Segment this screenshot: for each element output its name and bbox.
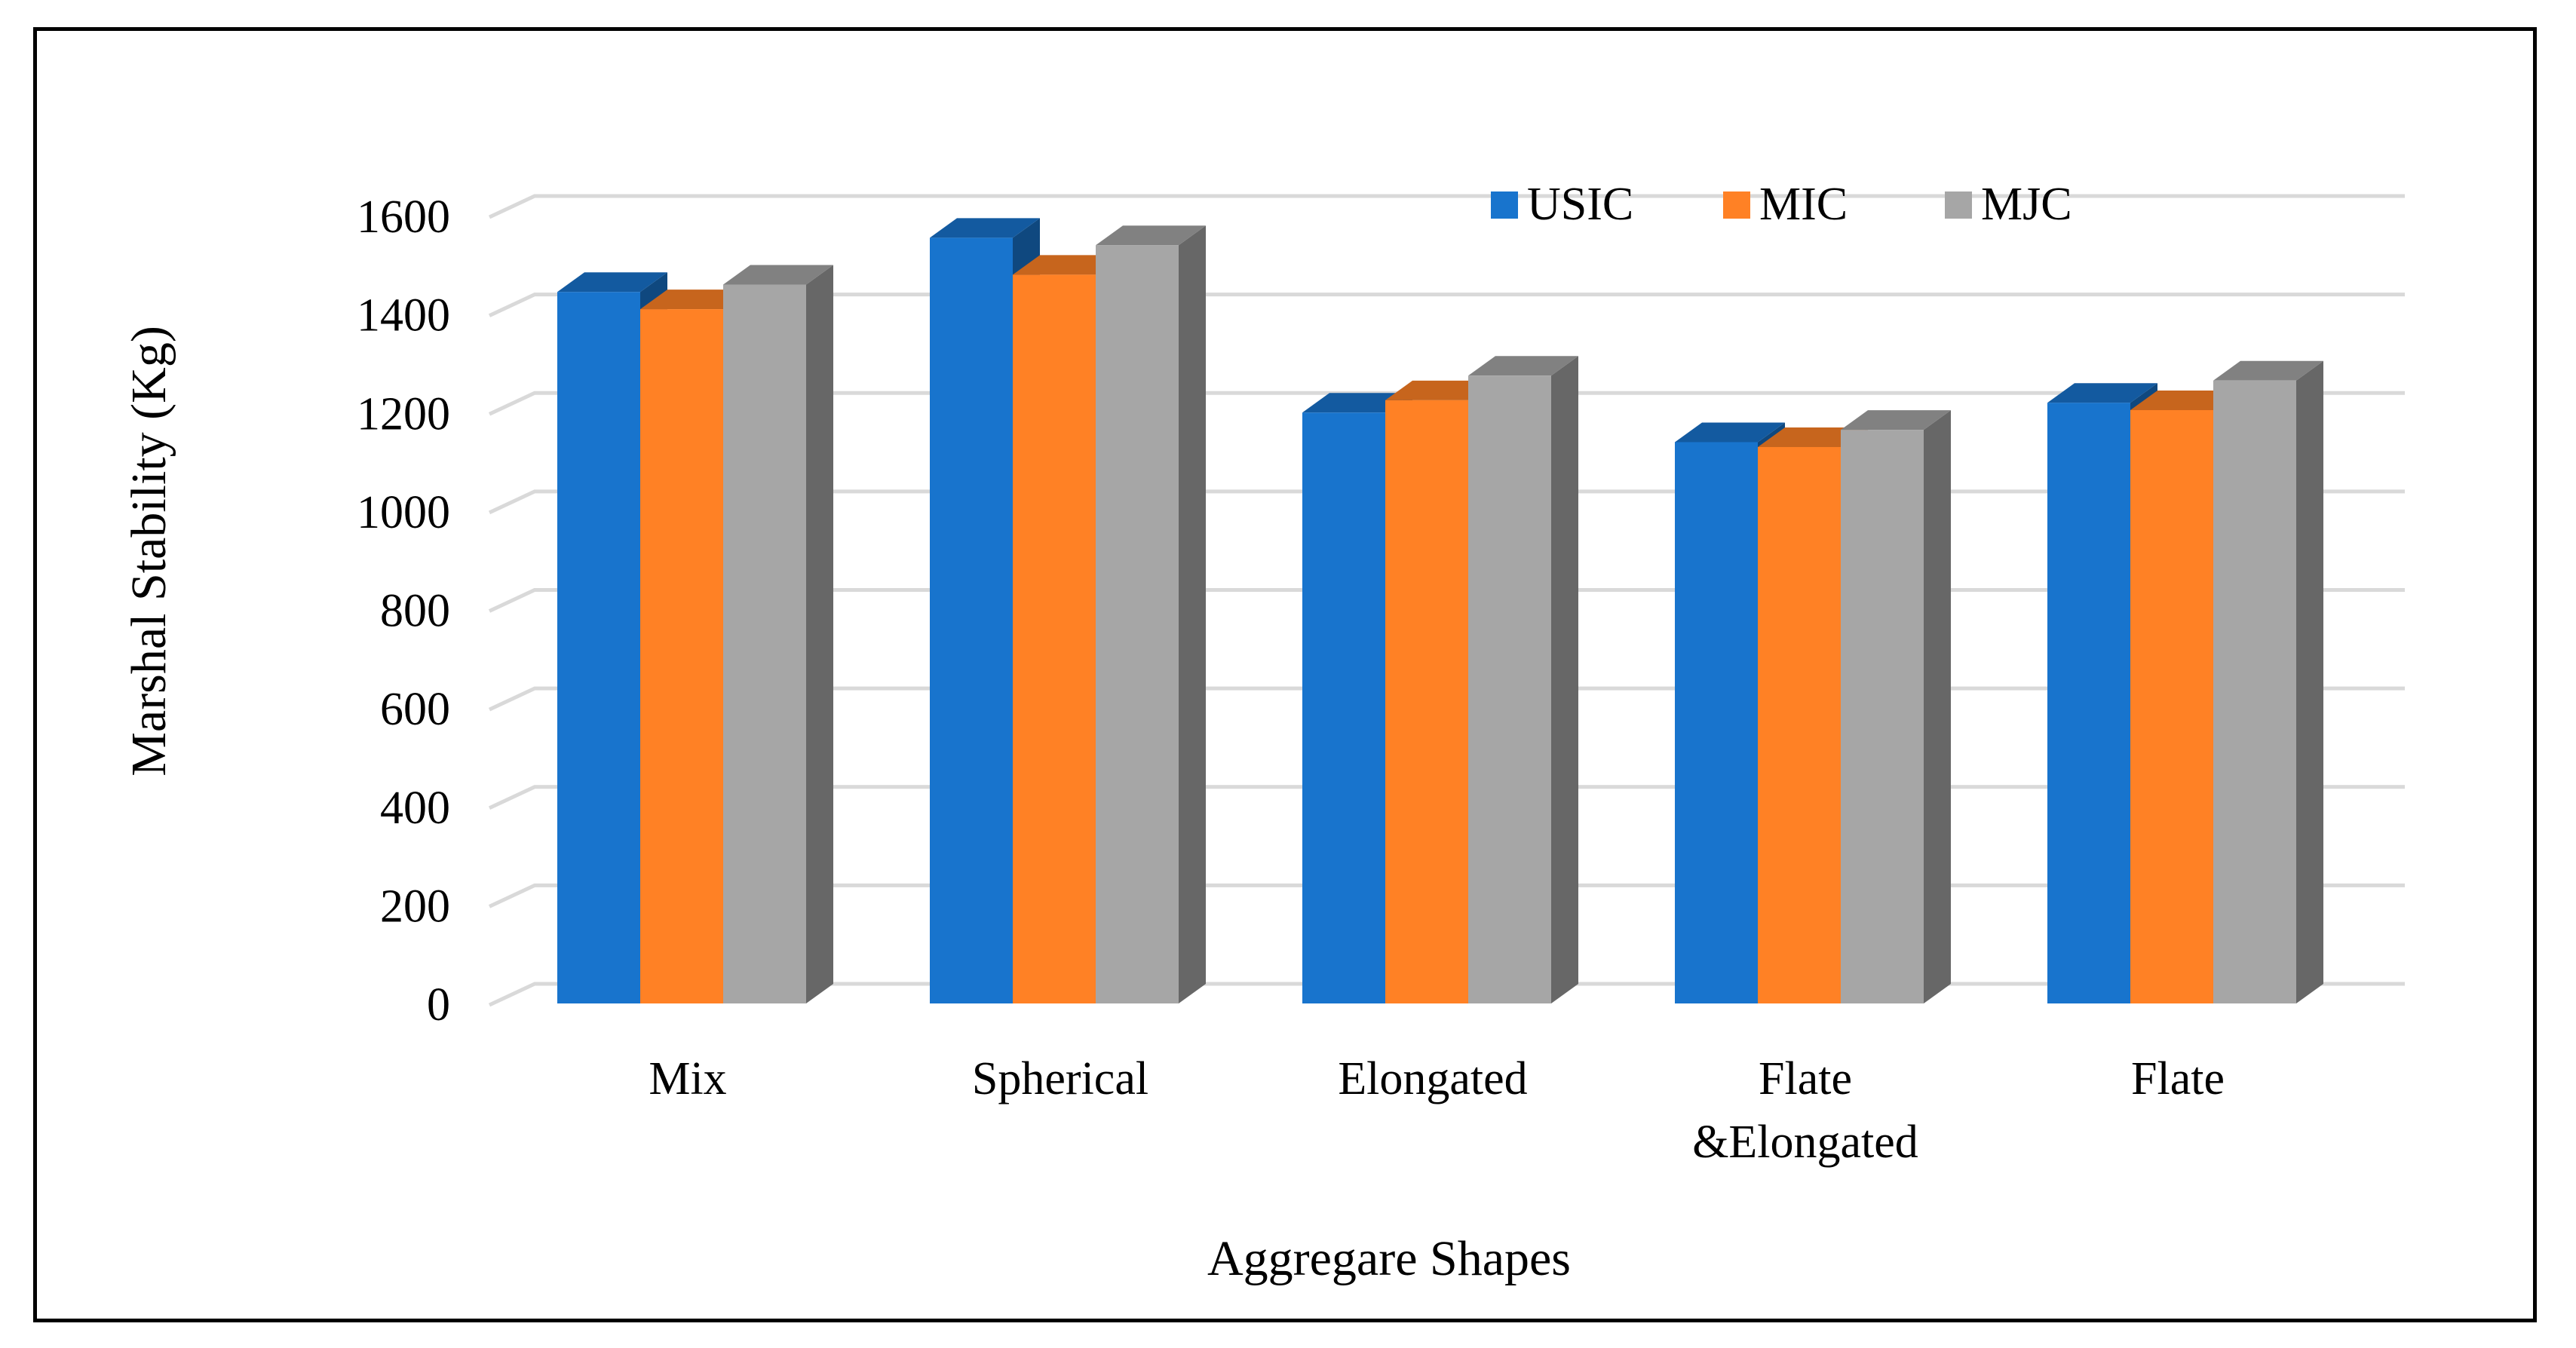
bar-top [930,218,1040,238]
bar-front [1302,412,1385,1003]
legend-label: USIC [1527,179,1633,230]
x-axis-ticks: Mix Spherical Elongated Flate&Elongated Flat… [649,1053,2225,1168]
legend: USIC MIC MJC [1491,179,2072,230]
bar-mjc [2213,360,2323,1003]
y-tick-label: 0 [427,979,450,1031]
legend-item-usic: USIC [1491,179,1633,230]
bar-top [1302,393,1412,413]
bar-front [1013,274,1096,1003]
x-tick-label: Mix [649,1053,726,1104]
bar-front [557,292,640,1003]
bar-front [1675,442,1758,1003]
bar-side [1924,410,1951,1003]
bar-front [930,237,1013,1003]
y-tick-label: 1400 [357,290,450,342]
x-tick-label: Flate [1759,1053,1852,1104]
bar-top [1468,356,1578,376]
gridline [488,391,2405,416]
y-tick-label: 600 [380,684,450,735]
bar-top [2213,360,2323,381]
bar-front [640,309,723,1003]
y-axis-ticks: 0 200 400 600 800 1000 1200 1400 1600 [357,191,450,1031]
bar-top [1758,427,1868,447]
bar-side [1179,225,1206,1003]
bar-chart: 0 200 400 600 800 1000 1200 1400 1600 Mix Spheric… [121,179,2405,1286]
gridline [488,194,2405,219]
legend-label: MJC [1981,179,2072,230]
bars-layer [557,218,2323,1003]
x-tick-label: Spherical [972,1053,1148,1104]
bar-mjc [1468,356,1578,1003]
y-tick-label: 1000 [357,487,450,538]
bar-front [2130,409,2213,1003]
bar-front [1385,400,1468,1003]
bar-top [1675,422,1785,443]
legend-item-mjc: MJC [1945,179,2072,230]
y-tick-label: 200 [380,881,450,932]
grid-layer [488,194,2405,1007]
bar-front [2047,403,2130,1003]
bar-side [1551,356,1578,1003]
bar-top [1013,255,1123,275]
bar-front [1096,245,1179,1003]
legend-swatch [1945,191,1972,219]
x-axis-label: Aggregare Shapes [1207,1231,1571,1286]
gridline [488,293,2405,317]
legend-item-mic: MIC [1723,179,1848,230]
bar-mjc [1096,225,1206,1003]
bar-front [723,284,806,1003]
y-axis-label: Marshal Stability (Kg) [121,326,176,777]
bar-top [2047,383,2157,403]
y-tick-label: 1200 [357,388,450,440]
y-tick-label: 1600 [357,191,450,243]
bar-front [1841,430,1924,1003]
bar-top [1385,380,1495,400]
chart-frame: 0 200 400 600 800 1000 1200 1400 1600 Mix Spheric… [33,27,2537,1322]
x-tick-label: &Elongated [1692,1117,1918,1168]
bar-top [2130,390,2240,410]
x-tick-label: Elongated [1338,1053,1527,1104]
x-tick-label: Flate [2131,1053,2225,1104]
bar-front [2213,380,2296,1003]
y-tick-label: 800 [380,586,450,637]
bar-side [806,265,833,1003]
bar-mjc [723,265,833,1003]
bar-top [557,272,667,293]
bar-mjc [1841,410,1951,1003]
legend-swatch [1491,191,1518,219]
bar-top [723,265,833,285]
legend-swatch [1723,191,1750,219]
bar-top [1841,410,1951,430]
legend-label: MIC [1759,179,1848,230]
bar-front [1468,375,1551,1003]
bar-side [2296,360,2323,1003]
bar-top [1096,225,1206,246]
y-tick-label: 400 [380,783,450,834]
bar-top [640,290,750,310]
bar-front [1758,446,1841,1003]
